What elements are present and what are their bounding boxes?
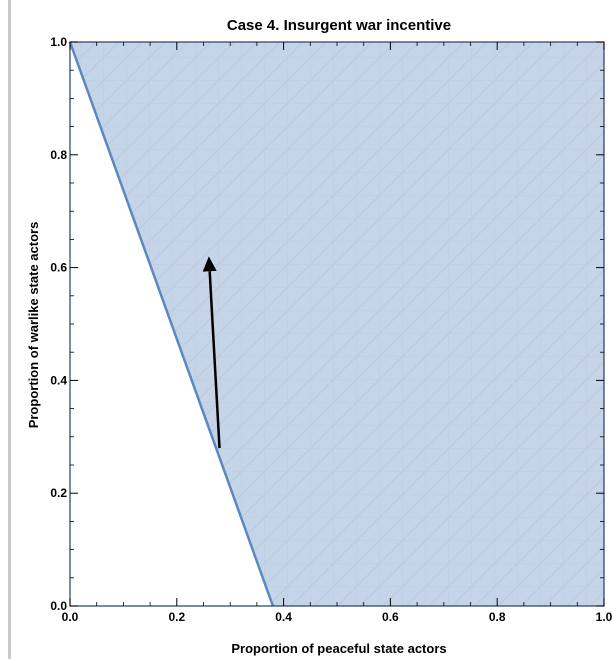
- x-tick-label: 1.0: [596, 610, 612, 624]
- left-border: [8, 0, 11, 659]
- axis-ticks: 0.0 0.2 0.4 0.6 0.8 1.0 0.0 0.2 0.4 0.6 0.8 1.0: [50, 35, 612, 624]
- boundary-line: [68, 41, 275, 607]
- y-tick-label: 0.8: [50, 148, 67, 162]
- chart-title: Case 4. Insurgent war incentive: [227, 17, 451, 34]
- y-tick-label: 0.0: [50, 599, 67, 613]
- y-tick-label: 0.2: [50, 486, 67, 500]
- shaded-region-hatch: [70, 42, 604, 606]
- y-tick-label: 1.0: [50, 35, 67, 49]
- x-tick-label: 0.6: [382, 610, 399, 624]
- x-tick-label: 0.2: [168, 610, 185, 624]
- arrow-shaft: [208, 271, 221, 449]
- x-tick-label: 0.0: [62, 610, 79, 624]
- x-axis-label: Proportion of peaceful state actors: [231, 641, 446, 656]
- plot-area: [68, 41, 605, 607]
- y-tick-label: 0.6: [50, 261, 67, 275]
- x-tick-label: 0.4: [275, 610, 292, 624]
- y-tick-label: 0.4: [50, 373, 67, 387]
- y-axis-label: Proportion of warlike state actors: [26, 222, 41, 429]
- arrow-head: [202, 256, 217, 272]
- x-tick-label: 0.8: [489, 610, 506, 624]
